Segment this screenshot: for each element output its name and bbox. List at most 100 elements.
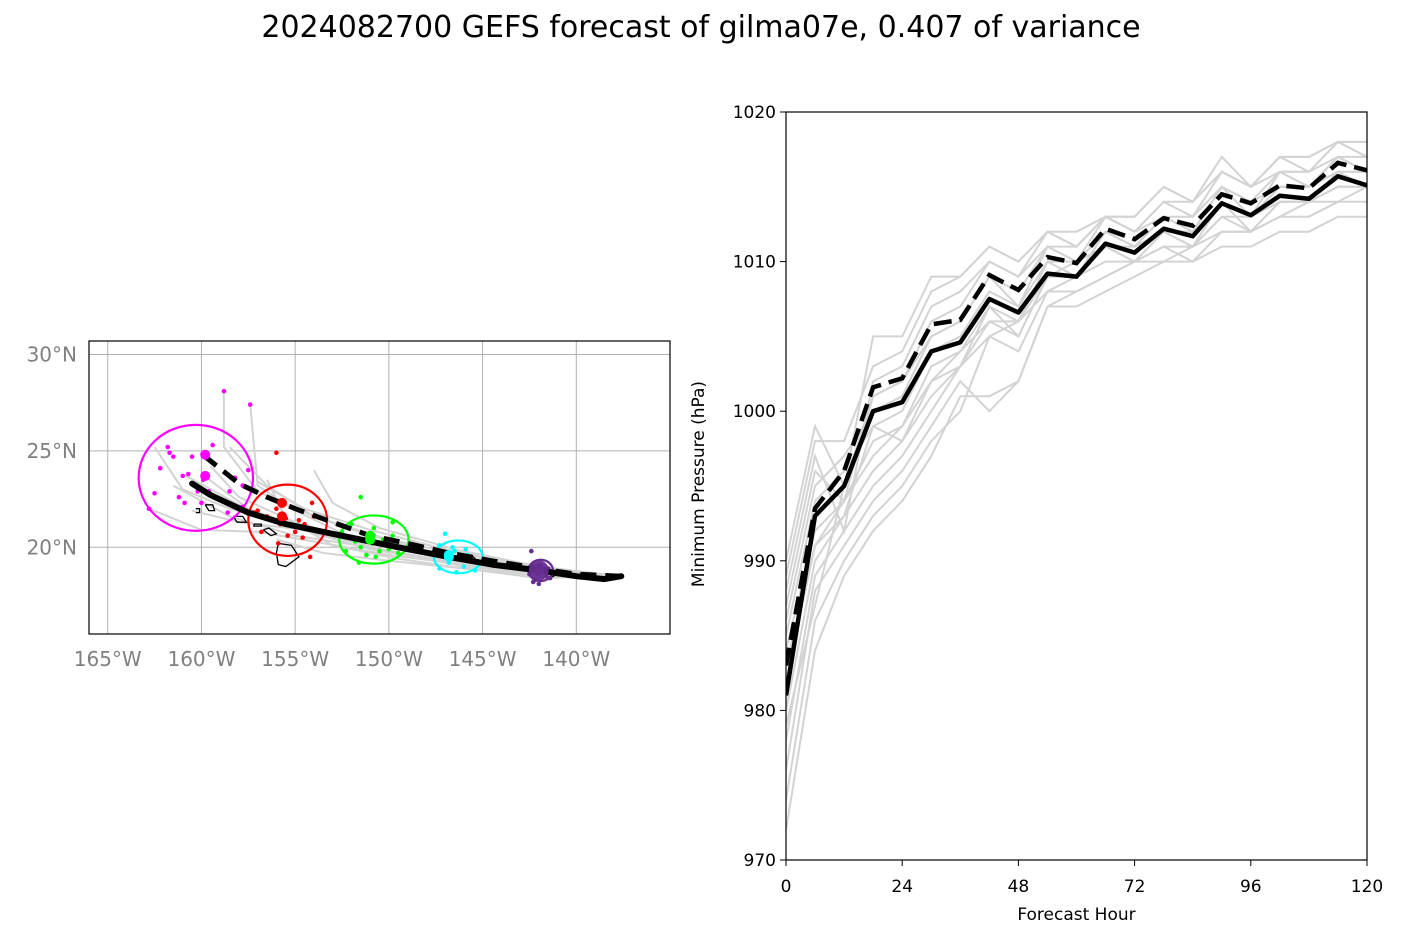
member-pressure-line <box>786 140 1367 606</box>
member-position-dot <box>221 388 227 394</box>
map-lon-tick-label: 140°W <box>542 647 610 671</box>
member-position-dot <box>461 564 467 569</box>
member-position-dot <box>437 566 442 571</box>
member-position-dot <box>371 525 377 531</box>
member-position-dot <box>259 529 264 535</box>
ensemble-mean-track <box>189 480 625 583</box>
member-pressure-line <box>786 215 1367 831</box>
coastline <box>253 523 263 527</box>
map-frame <box>88 340 671 635</box>
member-position-dot <box>171 454 176 459</box>
member-pressure-line <box>786 185 1367 741</box>
member-position-dot <box>146 506 152 512</box>
member-position-dot <box>442 531 448 537</box>
member-position-dot <box>210 442 215 448</box>
x-tick-label: 48 <box>1008 877 1030 897</box>
control-position-dot <box>277 497 288 508</box>
member-position-dot <box>307 554 313 560</box>
x-tick-label: 120 <box>1351 877 1383 897</box>
map-lat-tick-label: 30°N <box>27 342 77 366</box>
member-position-dot <box>437 543 442 548</box>
pressure-frame <box>785 111 1368 861</box>
member-position-dot <box>292 529 298 535</box>
member-position-dot <box>395 550 401 556</box>
coastline <box>275 542 300 568</box>
member-position-dot <box>373 554 379 560</box>
control-pressure-line <box>786 160 1367 666</box>
member-position-dot <box>536 581 542 587</box>
member-position-dot <box>309 500 315 506</box>
member-position-dot <box>452 548 457 554</box>
map-lon-tick-label: 145°W <box>449 647 517 671</box>
member-position-dot <box>157 465 163 471</box>
member-position-dot <box>358 494 364 500</box>
map-lon-tick-label: 155°W <box>261 647 329 671</box>
y-tick-label: 990 <box>744 552 776 572</box>
pressure-plot-area <box>786 140 1367 831</box>
mean-position-dot <box>277 511 288 522</box>
member-position-dot <box>454 570 459 575</box>
member-position-dot <box>275 541 281 546</box>
member-position-dot <box>199 500 204 506</box>
member-position-dot <box>167 450 172 456</box>
x-tick-label: 72 <box>1124 877 1146 897</box>
x-tick-label: 24 <box>891 877 913 897</box>
map-lat-tick-label: 20°N <box>27 535 77 559</box>
member-position-dot <box>547 575 553 581</box>
pressure-chart-panel: 0 24 48 72 96 120 970 980 990 1000 1010 1020 Forecas… <box>689 103 1383 925</box>
member-position-dot <box>349 521 354 527</box>
member-position-dot <box>343 548 349 554</box>
member-position-dot <box>472 568 478 573</box>
mean-pressure-line <box>786 174 1367 696</box>
control-position-dot <box>365 530 376 541</box>
map-lon-tick-label: 160°W <box>167 647 235 671</box>
member-position-dot <box>182 500 187 506</box>
y-tick-label: 1010 <box>733 253 776 273</box>
x-tick-label: 0 <box>781 877 792 897</box>
uncertainty-ellipse <box>338 514 410 565</box>
y-tick-label: 970 <box>744 851 776 871</box>
member-position-dot <box>463 546 469 552</box>
coastline <box>195 508 201 514</box>
member-position-dot <box>529 548 534 554</box>
member-position-dot <box>300 535 305 540</box>
figure-title: 2024082700 GEFS forecast of gilma07e, 0.… <box>261 10 1141 45</box>
member-position-dot <box>274 506 279 512</box>
member-position-dot <box>530 579 536 585</box>
member-position-dot <box>296 517 302 523</box>
member-position-dot <box>180 473 186 479</box>
member-position-dot <box>377 548 382 554</box>
x-axis-label: Forecast Hour <box>1017 905 1135 925</box>
member-pressure-line <box>786 185 1367 771</box>
member-position-dot <box>390 519 395 525</box>
map-lon-tick-label: 150°W <box>355 647 423 671</box>
y-tick-label: 1000 <box>733 402 776 422</box>
member-position-dot <box>285 533 290 538</box>
member-position-dot <box>358 544 364 550</box>
member-pressure-line <box>786 140 1367 562</box>
y-tick-label: 1020 <box>733 103 776 123</box>
coastline <box>262 527 278 537</box>
member-position-dot <box>274 450 279 456</box>
member-position-dot <box>152 490 157 496</box>
member-position-dot <box>176 494 182 500</box>
member-position-dot <box>186 471 191 477</box>
y-axis-label: Minimum Pressure (hPa) <box>689 381 709 587</box>
member-position-dot <box>390 533 395 538</box>
member-position-dot <box>356 560 362 565</box>
x-tick-label: 96 <box>1240 877 1262 897</box>
coastline <box>204 504 216 512</box>
member-position-dot <box>225 510 230 515</box>
member-position-dot <box>246 467 251 473</box>
uncertainty-ellipse <box>137 423 255 532</box>
map-lon-tick-label: 165°W <box>74 647 142 671</box>
member-position-dot <box>189 454 195 459</box>
member-position-dot <box>255 508 260 513</box>
mean-position-dot <box>200 470 211 481</box>
member-position-dot <box>227 489 232 494</box>
coastline <box>232 515 248 523</box>
map-plot-area <box>89 341 670 634</box>
member-position-dot <box>450 544 455 550</box>
y-tick-label: 980 <box>744 701 776 721</box>
map-lat-tick-label: 25°N <box>27 439 77 463</box>
